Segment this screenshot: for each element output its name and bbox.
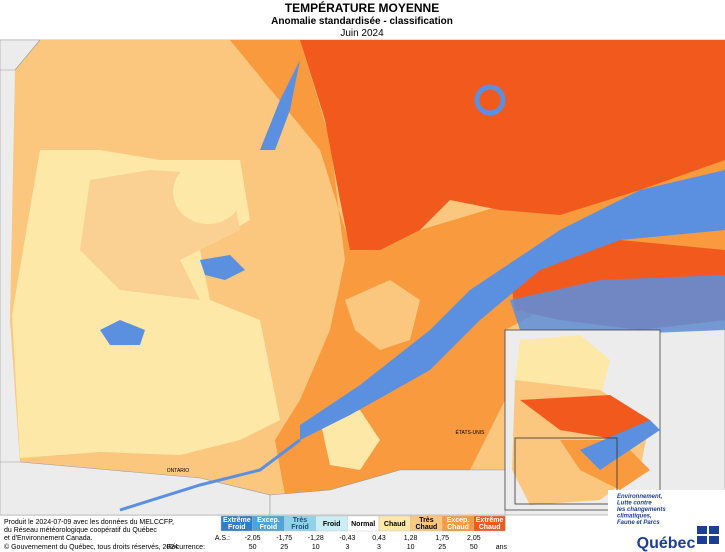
region-chaud-south [320, 410, 380, 470]
logo-line: Lutte contre [617, 501, 652, 507]
as-value: -1,75 [276, 535, 292, 542]
lake-central [200, 255, 245, 280]
logo-line: Environnement, [617, 494, 663, 500]
footer: Produit le 2024-07-09 avec les données d… [4, 519, 178, 551]
region-extreme-chaud [300, 40, 725, 250]
as-label: A.S.: [215, 535, 230, 542]
recurrence-value: 10 [407, 544, 415, 551]
as-value: -2,05 [245, 535, 261, 542]
legend-label: Chaud [384, 521, 406, 528]
date: Juin 2024 [340, 28, 384, 39]
as-value: -1,28 [308, 535, 324, 542]
inset-map [504, 329, 661, 511]
map: ONTARIO ÉTATS-UNIS [0, 39, 725, 516]
credit-line: et d'Environnement Canada. [4, 535, 93, 542]
as-value: 1,28 [404, 535, 418, 542]
legend-label: Excep. [257, 517, 280, 524]
gulf [510, 275, 725, 335]
recurrence-value: 10 [312, 544, 320, 551]
region-excep-chaud [230, 40, 725, 495]
legend-label: Chaud [416, 524, 438, 531]
title: TEMPÉRATURE MOYENNE [285, 0, 439, 15]
legend-label: Extrême [476, 517, 504, 524]
legend-label: Chaud [447, 524, 469, 531]
legend-label: Froid [323, 521, 341, 528]
region-chaud-north [173, 160, 243, 224]
logo-line: climatiques, [617, 514, 652, 520]
recurrence-value: 25 [280, 544, 288, 551]
header: TEMPÉRATURE MOYENNE Anomalie standardisé… [271, 0, 453, 39]
as-value: 2,05 [467, 535, 481, 542]
lake-north [260, 60, 300, 150]
legend-label: Extrême [223, 517, 251, 524]
outside-ontario [0, 461, 271, 516]
as-value: 0,43 [372, 535, 386, 542]
recurrence-value: 3 [345, 544, 349, 551]
legend: A.S.: Récurrence: ExtrêmeFroidExcep.Froi… [167, 515, 508, 551]
recurrence-label: Récurrence: [167, 544, 205, 551]
legend-label: Chaud [479, 524, 501, 531]
legend-label: Normal [351, 521, 375, 528]
logo-flag [697, 526, 719, 544]
outside-north [0, 39, 41, 71]
recurrence-value: 50 [470, 544, 478, 551]
inset-red [520, 395, 650, 440]
legend-swatch [473, 515, 506, 532]
recurrence-unit: ans [496, 544, 508, 551]
label-usa: ÉTATS-UNIS [456, 429, 486, 436]
legend-label: Froid [228, 524, 246, 531]
lake-west [100, 320, 145, 345]
river [300, 170, 725, 440]
copyright: © Gouvernement du Québec, tous droits ré… [4, 543, 178, 551]
inset-river [580, 420, 660, 470]
river-upstream [119, 438, 301, 512]
logo-name: Québec [637, 535, 696, 552]
legend-label: Froid [260, 524, 278, 531]
label-ontario: ONTARIO [167, 468, 190, 474]
recurrence-value: 50 [249, 544, 257, 551]
recurrence-value: 25 [438, 544, 446, 551]
credit-line: du Réseau météorologique coopératif du Q… [4, 527, 157, 534]
credit-line: Produit le 2024-07-09 avec les données d… [4, 519, 174, 526]
legend-label: Très [293, 517, 308, 524]
subtitle: Anomalie standardisée - classification [271, 16, 453, 27]
as-value: -0,43 [339, 535, 355, 542]
inset-zoom-box [514, 437, 618, 505]
as-value: 1,75 [435, 535, 449, 542]
logo-line: Faune et Parcs [617, 520, 660, 526]
lake-manicouagan [474, 84, 506, 116]
legend-label: Froid [291, 524, 309, 531]
logo-line: les changements [617, 507, 666, 513]
legend-label: Excep. [447, 517, 470, 524]
legend-label: Très [419, 517, 434, 524]
outside-usa [269, 469, 506, 516]
recurrence-value: 3 [377, 544, 381, 551]
region-tres-chaud-south [345, 280, 420, 350]
